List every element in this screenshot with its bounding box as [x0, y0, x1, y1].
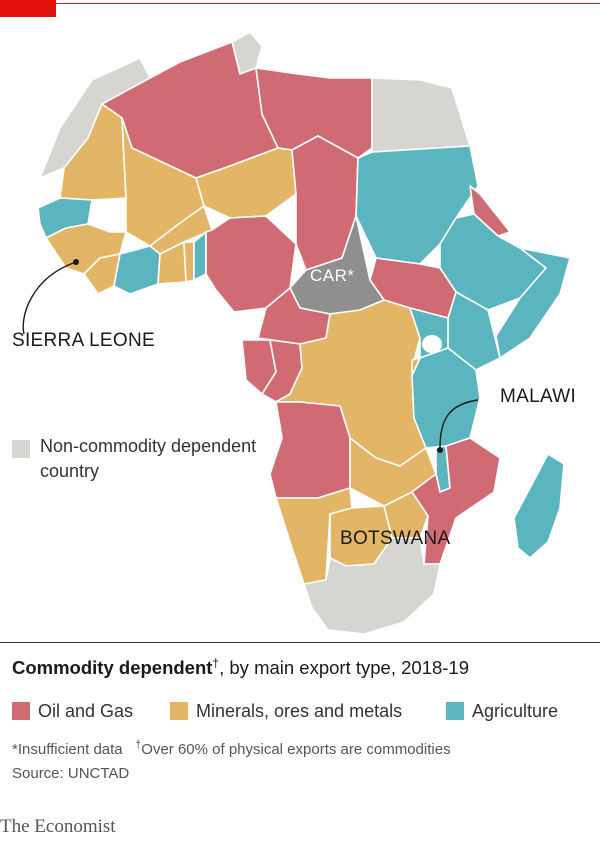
legend-title: Commodity dependent†, by main export typ… [12, 656, 469, 679]
legend-key-minerals: Minerals, ores and metals [170, 701, 402, 722]
country-guinea [45, 223, 127, 275]
label-malawi: MALAWI [500, 386, 577, 407]
country-angola [269, 401, 351, 499]
swatch-non-commodity [12, 440, 30, 458]
label-sierra-leone: SIERRA LEONE [12, 330, 155, 351]
country-egypt [371, 77, 471, 153]
africa-map [22, 31, 571, 635]
lake-victoria [422, 335, 442, 353]
label-botswana: BOTSWANA [340, 528, 451, 549]
title-dagger: † [212, 656, 220, 670]
country-madagascar [513, 453, 565, 559]
brand-tag [0, 0, 56, 17]
callout-malawi [439, 399, 479, 449]
legend-title-rest: , by main export type, 2018-19 [219, 657, 470, 679]
brand-logo: The Economist [0, 816, 116, 837]
country-togo [183, 241, 195, 283]
footnote-dagger-mark: † [135, 739, 142, 751]
footnote: *Insufficient data †Over 60% of physical… [12, 739, 451, 758]
legend-title-bold: Commodity dependent [12, 657, 213, 679]
legend-key-agriculture: Agriculture [446, 701, 558, 722]
legend-non-commodity-label: Non-commodity dependent country [40, 436, 257, 481]
legend-key-oil: Oil and Gas [12, 701, 133, 722]
footnote-dagger: Over 60% of physical exports are commodi… [141, 741, 451, 758]
source: Source: UNCTAD [12, 765, 130, 782]
country-ivory-coast [113, 245, 161, 295]
label-car: CAR* [310, 266, 355, 285]
country-eritrea [469, 185, 511, 237]
country-benin [193, 231, 207, 281]
country-south-africa [303, 537, 441, 635]
top-rule [0, 3, 600, 4]
callout-sierra-leone [22, 261, 77, 335]
footnote-insufficient: *Insufficient data [12, 741, 123, 758]
legend-panel: Commodity dependent†, by main export typ… [0, 642, 600, 815]
